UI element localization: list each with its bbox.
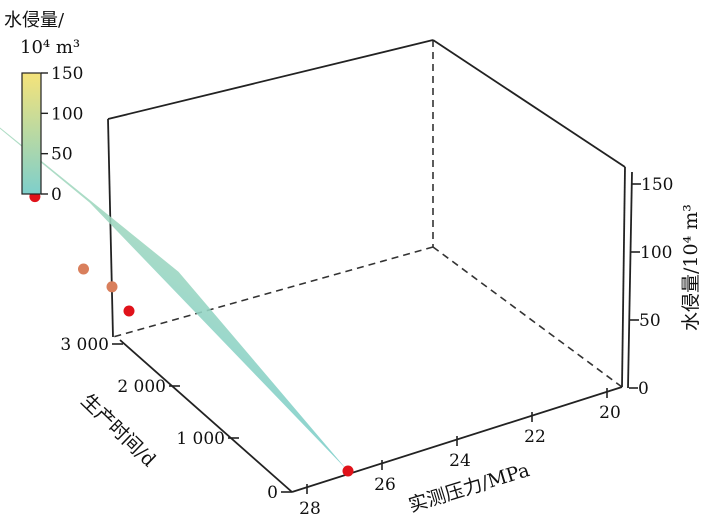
data-point — [78, 263, 89, 275]
pressure-tick-label: 26 — [374, 475, 396, 495]
data-point — [342, 465, 354, 477]
pressure-tick-label: 28 — [299, 499, 321, 519]
colorbar-tick-label: 50 — [51, 145, 73, 165]
frame-left-vertical — [107, 118, 114, 338]
hidden-edge-pressure — [432, 246, 623, 388]
time-tick-label: 2 000 — [117, 377, 166, 397]
box-frame — [107, 39, 633, 493]
colorbar-title-line1: 水侵量/ — [4, 10, 65, 31]
frame-top-right — [432, 39, 626, 168]
z-tick-label: 150 — [641, 175, 673, 195]
time-tick-label: 3 000 — [60, 335, 109, 355]
colorbar-tick-label: 0 — [51, 185, 62, 205]
hidden-box-edges — [112, 40, 623, 388]
hidden-edge-time — [112, 246, 434, 338]
frame-right-vertical — [621, 166, 626, 388]
colorbar-gradient — [21, 72, 42, 195]
colorbar-ticks: 150 100 50 0 — [41, 64, 83, 205]
frame-time-axis — [119, 339, 293, 493]
time-tick-label: 1 000 — [176, 429, 225, 449]
frame-top-left — [107, 39, 434, 120]
data-point — [106, 281, 118, 293]
pressure-tick-label: 20 — [599, 403, 621, 423]
z-axis-title: 水侵量/10⁴ m³ — [680, 204, 702, 331]
colorbar: 水侵量/ 10⁴ m³ 150 100 50 0 — [4, 10, 83, 205]
data-point — [123, 305, 135, 317]
z-tick-label: 50 — [639, 311, 661, 331]
time-axis-ticks: 0 1 000 2 000 3 000 — [60, 335, 292, 503]
time-axis-title: 生产时间/d — [77, 390, 160, 472]
frame-z-axis — [627, 171, 633, 389]
pressure-tick-label: 22 — [524, 427, 546, 447]
pressure-axis-ticks: 20 22 24 26 28 — [299, 388, 621, 519]
colorbar-tick-label: 150 — [51, 64, 83, 84]
time-tick-label: 0 — [267, 483, 278, 503]
colorbar-tick-label: 100 — [51, 104, 83, 124]
z-tick-label: 0 — [638, 379, 649, 399]
z-axis-ticks: 0 50 100 150 — [629, 175, 673, 399]
z-tick-label: 100 — [640, 243, 672, 263]
colorbar-title-line2: 10⁴ m³ — [20, 37, 80, 58]
pressure-tick-label: 24 — [449, 451, 471, 471]
